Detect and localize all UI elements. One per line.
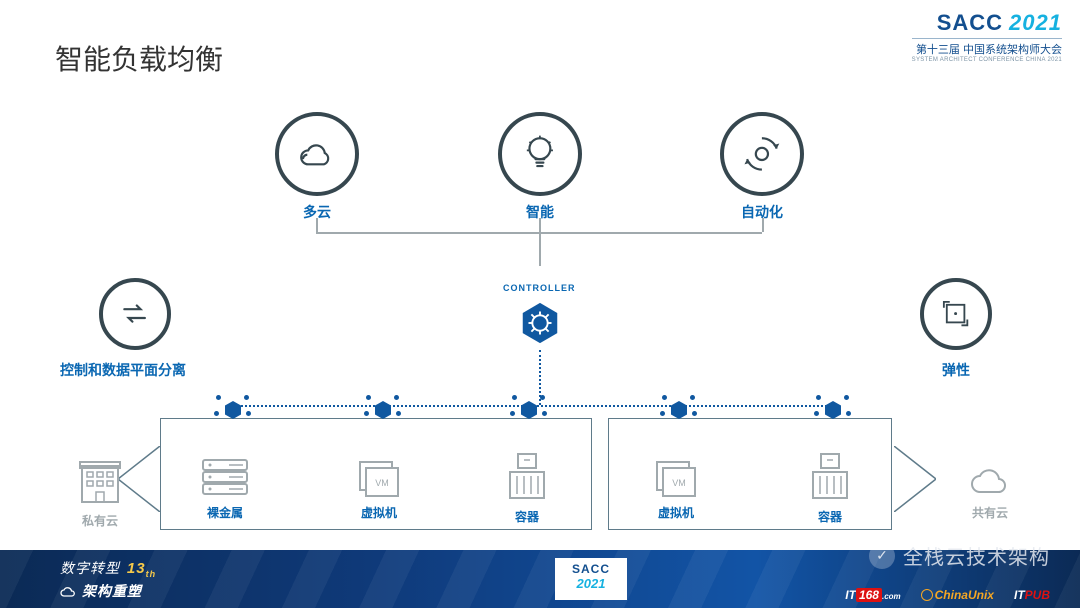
slide: 智能负载均衡 SACC2021 第十三届 中国系统架构师大会 SYSTEM AR… — [0, 0, 1080, 608]
connector-line — [316, 218, 318, 232]
platform-5: 容器 — [800, 452, 860, 525]
side-circle-0 — [99, 278, 171, 350]
brand-sub: 第十三届 中国系统架构师大会 — [912, 38, 1062, 57]
side-circle-label-1: 弹性 — [942, 360, 970, 380]
connector-line — [539, 218, 541, 232]
side-circle-label-0: 控制和数据平面分离 — [60, 360, 186, 380]
brand-logo: SACC2021 第十三届 中国系统架构师大会 SYSTEM ARCHITECT… — [912, 10, 1062, 63]
brand-sub-en: SYSTEM ARCHITECT CONFERENCE CHINA 2021 — [912, 57, 1062, 63]
platform-6: 共有云 — [960, 466, 1020, 521]
cloud-icon — [60, 585, 76, 601]
svg-text:VM: VM — [375, 478, 389, 488]
page-title: 智能负载均衡 — [55, 38, 223, 78]
brand-sacc: SACC — [937, 10, 1003, 35]
node-4 — [820, 397, 846, 423]
sponsor-0: IT168.com — [845, 588, 900, 602]
footer: 数字转型 13th 架构重塑 SACC 2021 ✓ 全栈云技术架构 IT168… — [0, 550, 1080, 608]
connector-line — [539, 232, 541, 266]
svg-text:VM: VM — [672, 478, 686, 488]
connector-line — [762, 218, 764, 232]
sponsor-2: ITPUB — [1014, 588, 1050, 602]
platform-4: VM虚拟机 — [646, 456, 706, 521]
node-3 — [666, 397, 692, 423]
side-circle-1 — [920, 278, 992, 350]
footer-line2: 架构重塑 — [82, 583, 142, 599]
top-circle-1 — [498, 112, 582, 196]
node-0 — [220, 397, 246, 423]
platform-3: 容器 — [497, 452, 557, 525]
footer-sponsors: IT168.com ChinaUnix ITPUB — [845, 588, 1050, 602]
wechat-icon: ✓ — [869, 543, 895, 569]
top-circle-0 — [275, 112, 359, 196]
controller-label: CONTROLLER — [503, 283, 576, 293]
platform-0: 私有云 — [70, 460, 130, 529]
platform-1: 裸金属 — [195, 456, 255, 521]
sponsor-1: ChinaUnix — [921, 588, 994, 602]
node-2 — [516, 397, 542, 423]
watermark-text: 全栈云技术架构 — [903, 541, 1050, 570]
triangle-1 — [894, 446, 936, 512]
controller-hexagon-icon — [517, 300, 563, 346]
brand-year: 2021 — [1009, 10, 1062, 35]
footer-left: 数字转型 13th 架构重塑 — [60, 558, 156, 601]
node-1 — [370, 397, 396, 423]
watermark: ✓ 全栈云技术架构 — [869, 541, 1050, 570]
footer-mid-badge: SACC 2021 — [555, 558, 627, 600]
top-circle-2 — [720, 112, 804, 196]
platform-2: VM虚拟机 — [349, 456, 409, 521]
footer-line1: 数字转型 — [60, 560, 120, 576]
